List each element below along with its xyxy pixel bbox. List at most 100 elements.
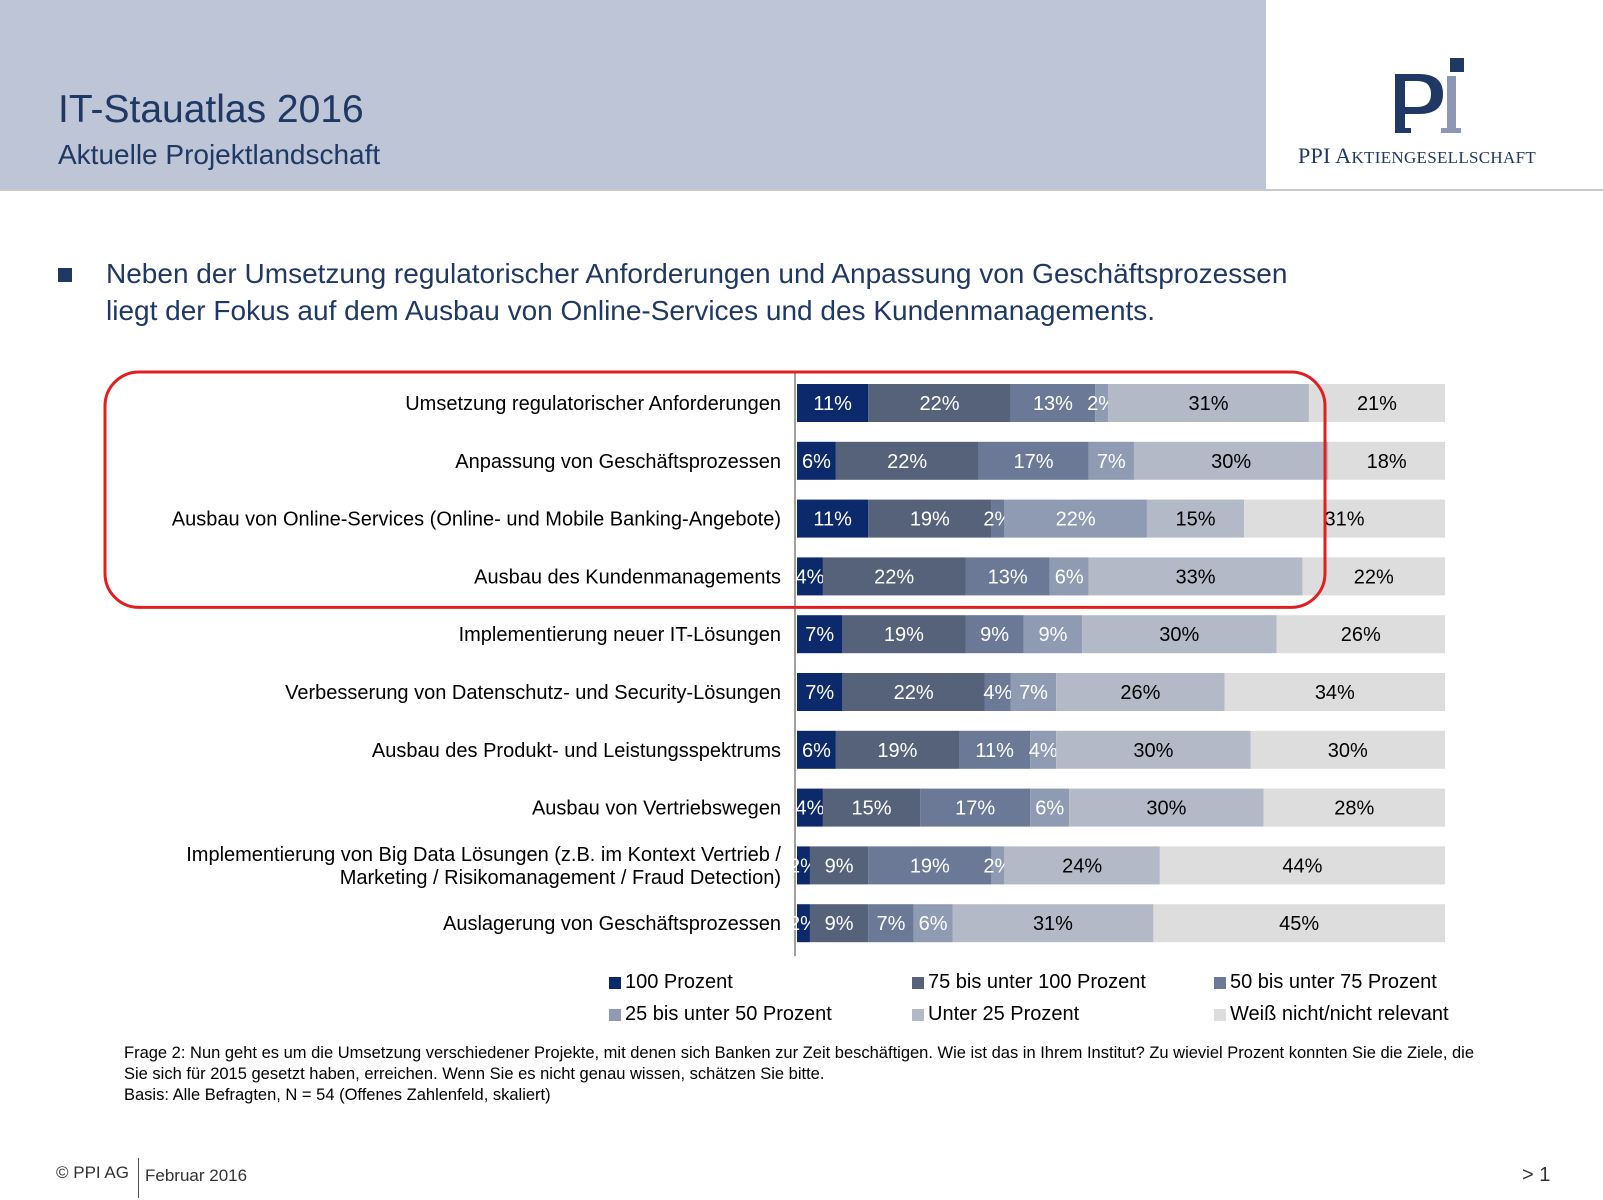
data-label: 7% (805, 682, 834, 704)
data-label: 22% (920, 393, 960, 415)
footer-divider (138, 1158, 139, 1198)
headline-line-1: Neben der Umsetzung regulatorischer Anfo… (106, 258, 1288, 289)
bar-segment (797, 499, 869, 538)
data-label: 33% (1176, 566, 1216, 588)
data-label: 6% (1055, 566, 1084, 588)
bar-segment (842, 673, 985, 711)
category-label: Auslagerung von Geschäftsprozessen (443, 913, 781, 935)
bar-segment (1056, 673, 1225, 711)
bar-segment (797, 846, 810, 885)
bullet-icon (58, 268, 72, 282)
bar-segment (797, 441, 836, 480)
footer-page-number[interactable]: > 1 (1522, 1164, 1551, 1186)
bar-segment (991, 499, 1005, 538)
legend-item: 50 bis unter 75 Prozent (1214, 971, 1437, 994)
bar-segment (822, 557, 966, 596)
data-label: 7% (1097, 451, 1126, 473)
data-label: 30% (1133, 740, 1173, 762)
data-label: 11% (813, 509, 852, 531)
footnote-basis: Basis: Alle Befragten, N = 54 (Offenes Z… (124, 1086, 551, 1104)
logo-text: PPI AKTIENGESELLSCHAFT (1298, 143, 1537, 168)
data-label: 22% (894, 682, 934, 704)
data-label: 17% (955, 798, 995, 820)
bar-segment (1308, 384, 1445, 422)
bar-segment (1004, 846, 1160, 885)
bar-segment (965, 557, 1050, 596)
data-label: 6% (919, 913, 948, 935)
bar-segment (1023, 615, 1083, 654)
bar-segment (842, 615, 966, 654)
bar-segment (797, 557, 823, 596)
data-label: 9% (1039, 624, 1068, 646)
bar-segment (965, 615, 1024, 654)
data-label: 19% (910, 509, 950, 531)
data-label: 11% (975, 740, 1014, 762)
bar-segment (1004, 499, 1147, 538)
data-label: 15% (1176, 509, 1216, 531)
data-label: 31% (1325, 509, 1365, 531)
data-label: 45% (1279, 913, 1319, 935)
data-label: 21% (1357, 393, 1397, 415)
data-label: 22% (1354, 566, 1394, 588)
bar-segment (868, 384, 1011, 422)
legend-swatch (609, 1008, 621, 1021)
data-label: 19% (884, 624, 924, 646)
bar-segment (797, 673, 843, 711)
stacked-bar-chart: Umsetzung regulatorischer Anforderungen 1… (103, 370, 1445, 957)
bar-segment (984, 673, 1011, 711)
bar-segment (1056, 730, 1251, 769)
legend-item: Unter 25 Prozent (912, 1003, 1079, 1026)
data-label: 6% (802, 451, 831, 473)
page-title: IT-Stauatlas 2016 (58, 88, 364, 131)
bar-segment (1276, 615, 1445, 654)
data-label: 22% (1056, 509, 1096, 531)
legend-label: 100 Prozent (625, 971, 733, 993)
bar-segment (1133, 441, 1329, 480)
data-label: 7% (877, 913, 906, 935)
bar-segment (809, 904, 869, 943)
legend-swatch (912, 976, 924, 989)
bar-segment (959, 730, 1031, 769)
data-label: 6% (802, 740, 831, 762)
bar-segment (1108, 384, 1309, 422)
category-label: Ausbau des Produkt- und Leistungsspektru… (372, 740, 781, 762)
data-label: 22% (874, 566, 914, 588)
headline-line-2: liegt der Fokus auf dem Ausbau von Onlin… (106, 295, 1156, 326)
data-label: 9% (825, 855, 854, 877)
page-subtitle: Aktuelle Projektlandschaft (58, 139, 381, 170)
data-label: 17% (1014, 451, 1054, 473)
bar-segment (913, 904, 953, 943)
data-label: 9% (825, 913, 854, 935)
bar-segment (797, 904, 810, 943)
data-label: 11% (813, 393, 852, 415)
footnote-question: Frage 2: Nun geht es um die Umsetzung ve… (124, 1044, 1475, 1083)
bar-segment (868, 904, 914, 943)
data-label: 4% (1029, 740, 1058, 762)
bar-segment (822, 788, 921, 827)
category-label: Umsetzung regulatorischer Anforderungen (405, 393, 781, 415)
data-label: 44% (1282, 855, 1322, 877)
bar-segment (1159, 846, 1445, 885)
bar-segment (1095, 384, 1109, 422)
data-label: 30% (1328, 740, 1368, 762)
category-label: Ausbau von Vertriebswegen (532, 798, 781, 820)
bar-segment (1030, 788, 1070, 827)
data-label: 4% (796, 798, 825, 820)
category-label: Ausbau von Online-Services (Online- und … (172, 509, 781, 531)
data-label: 13% (988, 566, 1028, 588)
category-label: Anpassung von Geschäftsprozessen (455, 451, 781, 473)
data-label: 28% (1334, 798, 1374, 820)
data-label: 24% (1062, 855, 1102, 877)
data-label: 30% (1159, 624, 1199, 646)
data-label: 15% (852, 798, 892, 820)
legend-swatch (1214, 976, 1226, 989)
highlight-box (103, 370, 1327, 609)
legend-label: 25 bis unter 50 Prozent (625, 1003, 832, 1025)
header-divider (0, 189, 1603, 191)
data-label: 26% (1120, 682, 1160, 704)
legend-label: Weiß nicht/nicht relevant (1230, 1003, 1449, 1025)
bar-segment (835, 730, 959, 769)
bar-segment (1069, 788, 1264, 827)
data-label: 19% (877, 740, 917, 762)
bar-segment (1030, 730, 1057, 769)
